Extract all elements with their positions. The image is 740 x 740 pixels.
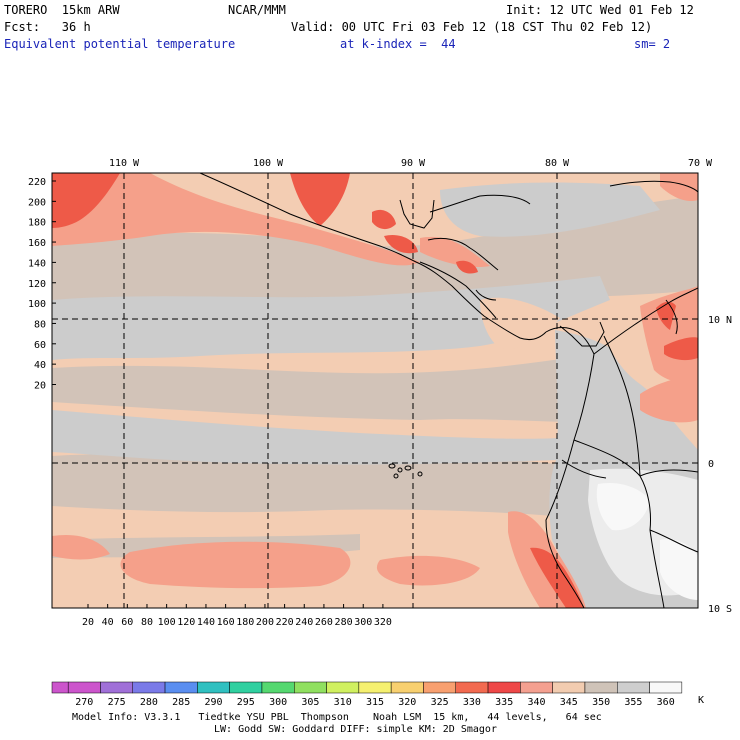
lon-label-100w: 100 W (253, 158, 284, 169)
colorbar-swatch (649, 681, 683, 694)
field-name: Equivalent potential temperature (4, 37, 236, 51)
y-tick-label: 220 (28, 177, 46, 188)
longitude-labels: 110 W 100 W 90 W 80 W 70 W (109, 158, 713, 169)
x-tick-label: 220 (276, 617, 294, 628)
colorbar-label: 320 (398, 697, 416, 708)
lat-label-10n: 10 N (708, 315, 732, 326)
colorbar-swatch (552, 681, 586, 694)
colorbar-label: 280 (140, 697, 158, 708)
colorbar-label: 325 (431, 697, 449, 708)
lon-label-70w: 70 W (688, 158, 713, 169)
colorbar-swatch (229, 681, 263, 694)
colorbar-label: 275 (108, 697, 126, 708)
x-tick-label: 80 (141, 617, 153, 628)
colorbar-swatch (67, 681, 101, 694)
model-info: Model Info: V3.3.1 Tiedtke YSU PBL Thomp… (72, 712, 602, 723)
x-tick-label: 40 (102, 617, 114, 628)
colorbar-labels: 270 275 280 285 290 295 300 305 310 315 320 325 330 3… (75, 697, 674, 708)
colorbar-label: 330 (463, 697, 481, 708)
colorbar-swatch (617, 681, 650, 694)
smoothing-label: sm= 2 (634, 37, 671, 51)
colorbar-swatch (197, 681, 230, 694)
x-tick-label: 200 (256, 617, 274, 628)
x-tick-label: 180 (236, 617, 254, 628)
init-time: Init: 12 UTC Wed 01 Feb 12 (506, 3, 694, 17)
y-tick-label: 60 (34, 340, 46, 351)
y-tick-label: 180 (28, 218, 46, 229)
colorbar-label: 310 (334, 697, 352, 708)
colorbar-label: 270 (75, 697, 93, 708)
y-tick-label: 160 (28, 238, 46, 249)
valid-time: Valid: 00 UTC Fri 03 Feb 12 (18 CST Thu … (291, 20, 653, 34)
colorbar-swatch (423, 681, 457, 694)
colorbar-label: 315 (366, 697, 384, 708)
lon-label-80w: 80 W (545, 158, 570, 169)
colorbar-swatch (132, 681, 166, 694)
colorbar-swatch (51, 681, 69, 694)
colorbar-label: 295 (237, 697, 255, 708)
y-tick-label: 20 (34, 381, 46, 392)
lon-label-90w: 90 W (401, 158, 426, 169)
x-tick-label: 120 (177, 617, 195, 628)
theta-e-field (52, 173, 698, 608)
lat-label-0: 0 (708, 459, 714, 470)
lon-label-110w: 110 W (109, 158, 140, 169)
colorbar-unit: K (698, 695, 704, 706)
colorbar-swatch (261, 681, 295, 694)
model-title: TORERO 15km ARW (4, 3, 120, 17)
x-tick-label: 280 (335, 617, 353, 628)
colorbar-swatches (51, 681, 683, 694)
lat-label-10s: 10 S (708, 604, 732, 615)
lat-lon-grid (52, 173, 698, 608)
colorbar-swatch (390, 681, 424, 694)
colorbar-swatch (326, 681, 360, 694)
y-tick-label: 80 (34, 319, 46, 330)
x-tick-label: 60 (121, 617, 133, 628)
x-axis-ticks: 20 40 60 80 100 120 140 160 180 200 220 240 260 280 30… (82, 604, 392, 628)
latitude-labels: 10 N 0 10 S (708, 315, 732, 615)
colorbar-label: 335 (495, 697, 513, 708)
colorbar-label: 285 (172, 697, 190, 708)
coastlines (199, 173, 698, 608)
colorbar-label: 340 (527, 697, 545, 708)
y-axis-ticks: 220 200 180 160 140 120 100 80 60 40 20 (28, 177, 56, 392)
plot-frame (51, 172, 699, 609)
x-tick-label: 140 (197, 617, 215, 628)
colorbar: 270 275 280 285 290 295 300 305 310 315 320 325 330 3… (51, 681, 704, 708)
colorbar-swatch (294, 681, 327, 694)
y-tick-label: 100 (28, 299, 46, 310)
y-tick-label: 140 (28, 258, 46, 269)
colorbar-swatch (584, 681, 618, 694)
colorbar-label: 300 (269, 697, 287, 708)
x-tick-label: 320 (374, 617, 392, 628)
colorbar-swatch (164, 681, 198, 694)
forecast-hour: Fcst: 36 h (4, 20, 91, 34)
x-tick-label: 240 (295, 617, 313, 628)
y-tick-label: 120 (28, 279, 46, 290)
x-tick-label: 20 (82, 617, 94, 628)
colorbar-label: 290 (204, 697, 222, 708)
x-tick-label: 100 (158, 617, 176, 628)
x-tick-label: 300 (354, 617, 372, 628)
colorbar-swatch (487, 681, 521, 694)
colorbar-swatch (358, 681, 392, 694)
y-tick-label: 40 (34, 360, 46, 371)
colorbar-label: 305 (301, 697, 319, 708)
org-label: NCAR/MMM (228, 3, 286, 17)
colorbar-swatch (520, 681, 553, 694)
x-tick-label: 260 (315, 617, 333, 628)
colorbar-label: 360 (657, 697, 675, 708)
colorbar-swatch (455, 681, 489, 694)
level-label: at k-index = 44 (340, 37, 456, 51)
physics-info: LW: Godd SW: Goddard DIFF: simple KM: 2D… (214, 724, 497, 735)
colorbar-label: 350 (592, 697, 610, 708)
colorbar-label: 345 (560, 697, 578, 708)
colorbar-swatch (100, 681, 133, 694)
colorbar-label: 355 (624, 697, 642, 708)
y-tick-label: 200 (28, 197, 46, 208)
x-tick-label: 160 (217, 617, 235, 628)
